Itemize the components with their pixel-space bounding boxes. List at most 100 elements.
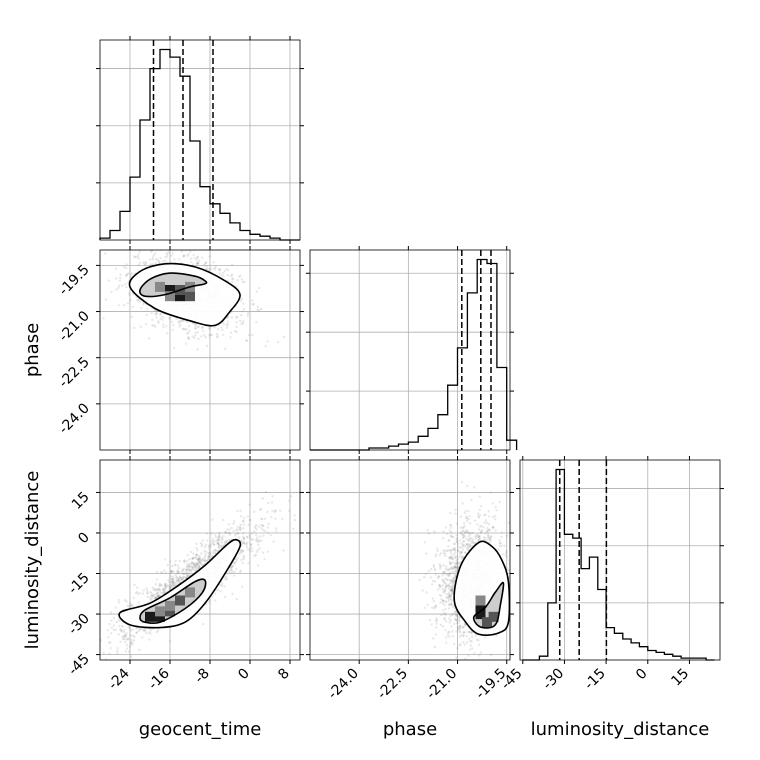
scatter-point — [435, 617, 438, 620]
scatter-point — [220, 536, 223, 539]
scatter-point — [102, 317, 105, 320]
scatter-point — [445, 661, 447, 663]
scatter-point — [489, 538, 492, 541]
scatter-point — [476, 512, 480, 515]
scatter-point — [261, 524, 265, 527]
scatter-point — [448, 573, 451, 576]
scatter-point — [238, 536, 241, 539]
scatter-point — [447, 539, 450, 543]
scatter-point — [218, 269, 221, 272]
scatter-point — [167, 585, 170, 588]
scatter-point — [449, 580, 452, 583]
scatter-point — [162, 588, 165, 591]
scatter-point — [486, 526, 489, 530]
scatter-point — [189, 564, 192, 567]
scatter-point — [448, 556, 451, 559]
scatter-point — [451, 630, 454, 633]
scatter-point — [460, 550, 463, 554]
scatter-point — [178, 258, 181, 261]
scatter-point — [142, 261, 145, 264]
scatter-point — [458, 635, 462, 638]
scatter-point — [145, 313, 148, 317]
scatter-point — [203, 554, 207, 558]
scatter-point — [175, 580, 178, 583]
scatter-point — [168, 560, 172, 563]
scatter-point — [450, 590, 453, 593]
scatter-point — [201, 564, 204, 567]
scatter-point — [478, 536, 481, 539]
scatter-point — [162, 588, 165, 591]
scatter-point — [239, 551, 242, 554]
scatter-point — [455, 560, 458, 564]
scatter-point — [142, 628, 145, 632]
scatter-point — [455, 618, 458, 622]
scatter-point — [459, 668, 461, 670]
scatter-point — [293, 514, 296, 517]
scatter-point — [231, 263, 234, 266]
scatter-point — [454, 551, 457, 554]
scatter-point — [421, 589, 424, 592]
scatter-point — [218, 534, 221, 537]
scatter-point — [242, 537, 246, 540]
scatter-point — [254, 539, 258, 542]
scatter-point — [481, 529, 484, 532]
scatter-point — [146, 591, 149, 594]
scatter-point — [135, 631, 138, 635]
scatter-point — [455, 566, 458, 569]
scatter-point — [172, 584, 176, 587]
scatter-point — [462, 536, 465, 539]
scatter-point — [139, 325, 142, 328]
scatter-point — [469, 544, 472, 548]
scatter-point — [479, 530, 483, 534]
scatter-point — [159, 583, 162, 587]
scatter-point — [176, 579, 179, 582]
scatter-point — [459, 666, 461, 668]
scatter-point — [466, 517, 469, 520]
scatter-point — [200, 543, 204, 546]
scatter-point — [450, 557, 453, 560]
scatter-point — [199, 562, 202, 565]
scatter-point — [152, 587, 155, 591]
scatter-point — [134, 591, 138, 595]
scatter-point — [451, 591, 454, 595]
scatter-point — [192, 552, 195, 555]
scatter-point — [445, 573, 448, 576]
scatter-point — [177, 571, 180, 574]
scatter-point — [463, 524, 466, 528]
scatter-point — [196, 326, 200, 329]
scatter-point — [108, 622, 112, 626]
scatter-point — [198, 560, 201, 563]
scatter-point — [234, 561, 237, 564]
scatter-point — [178, 576, 181, 579]
scatter-point — [199, 556, 202, 559]
scatter-point — [437, 575, 441, 578]
scatter-point — [174, 564, 177, 567]
scatter-point — [153, 594, 156, 597]
scatter-point — [473, 651, 476, 655]
scatter-point — [423, 606, 426, 610]
scatter-point — [453, 643, 456, 646]
scatter-point — [449, 567, 452, 570]
scatter-point — [172, 577, 175, 581]
scatter-point — [448, 635, 451, 638]
scatter-point — [462, 534, 465, 537]
scatter-point — [169, 569, 173, 573]
scatter-point — [157, 260, 160, 263]
scatter-point — [468, 545, 471, 548]
scatter-point — [141, 592, 145, 595]
scatter-point — [436, 549, 439, 553]
scatter-point — [471, 647, 474, 650]
scatter-point — [167, 581, 171, 584]
scatter-point — [462, 526, 465, 529]
scatter-point — [97, 280, 99, 282]
scatter-point — [453, 573, 457, 577]
scatter-point — [436, 547, 439, 550]
scatter-point — [465, 528, 469, 532]
scatter-point — [193, 336, 196, 340]
scatter-point — [177, 578, 181, 582]
scatter-point — [179, 319, 182, 323]
scatter-point — [447, 598, 450, 601]
scatter-point — [185, 568, 188, 571]
scatter-point — [118, 619, 121, 623]
scatter-point — [207, 551, 210, 555]
